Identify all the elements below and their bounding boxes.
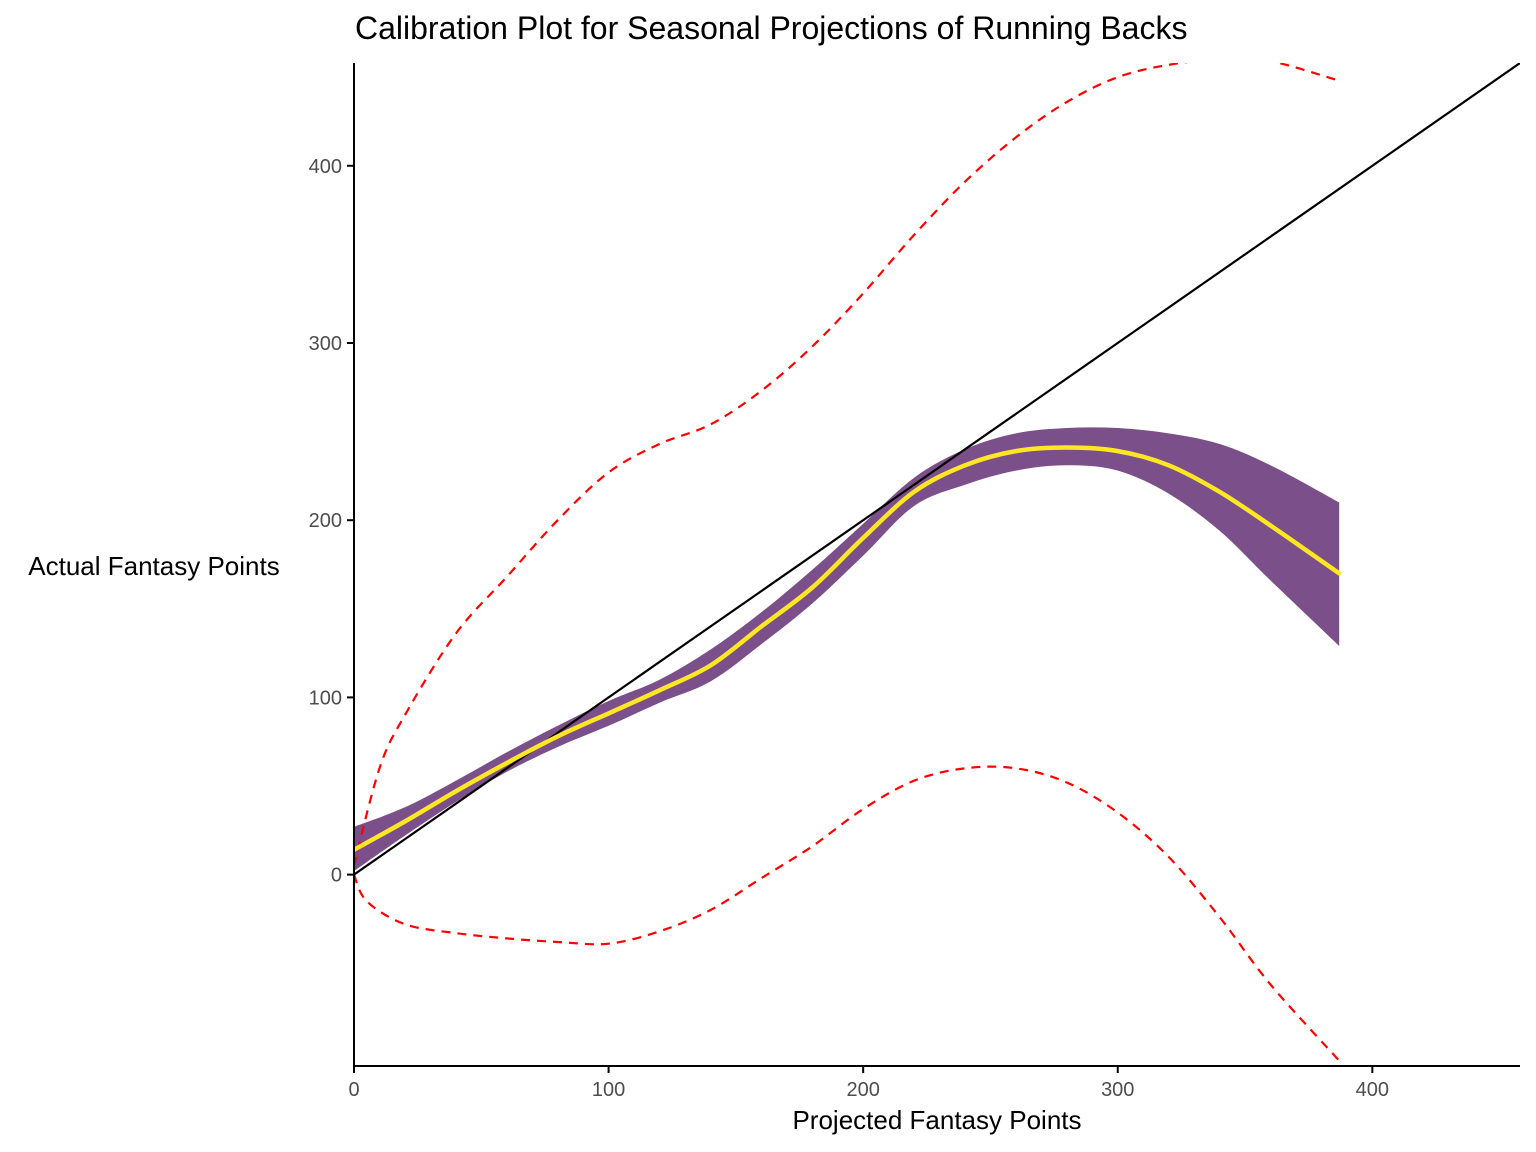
y-tick-label: 400 <box>309 156 342 178</box>
x-axis-title: Projected Fantasy Points <box>792 1105 1081 1135</box>
prediction-lower-line <box>354 765 1341 1062</box>
y-axis-title: Actual Fantasy Points <box>28 551 279 581</box>
confidence-band <box>354 427 1340 872</box>
x-tick-label: 300 <box>1101 1079 1134 1101</box>
prediction-upper-line <box>354 63 1340 867</box>
y-tick-label: 100 <box>309 687 342 709</box>
y-tick-label: 0 <box>331 865 342 887</box>
plot-area <box>354 63 1520 1062</box>
x-tick-label: 200 <box>846 1079 879 1101</box>
chart-title: Calibration Plot for Seasonal Projection… <box>355 10 1187 46</box>
fit-line <box>354 445 1342 853</box>
plot-series <box>354 63 1520 1062</box>
axes: 0 100 200 300 400 0 100 200 300 400 <box>309 63 1520 1101</box>
x-tick-label: 0 <box>348 1079 359 1101</box>
y-tick-label: 200 <box>309 510 342 532</box>
y-tick-label: 300 <box>309 333 342 355</box>
x-tick-label: 100 <box>592 1079 625 1101</box>
x-tick-label: 400 <box>1356 1079 1389 1101</box>
